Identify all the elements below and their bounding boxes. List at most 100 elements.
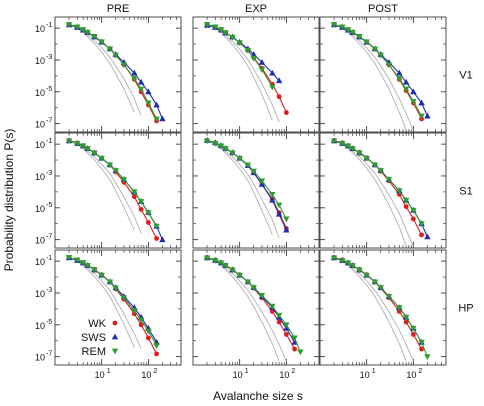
data-point-wk <box>419 232 424 238</box>
data-point-rem <box>212 24 219 31</box>
data-point-rem <box>203 255 211 262</box>
legend-marker-wk <box>112 320 118 326</box>
fit-line-sws <box>206 257 296 343</box>
panel-frame <box>319 249 447 366</box>
data-point-rem <box>98 155 105 162</box>
data-point-rem <box>112 285 119 292</box>
panel: 10-110-310-510-7 <box>35 16 182 133</box>
x-tick-exponent: 2 <box>418 368 422 375</box>
data-point-rem <box>349 146 356 153</box>
data-point-rem <box>344 143 352 150</box>
column-title: POST <box>368 3 398 15</box>
data-point-rem <box>217 260 225 267</box>
panel: 10 1 10 2 <box>192 249 320 380</box>
data-point-rem <box>344 260 352 267</box>
panel <box>319 16 447 133</box>
data-point-rem <box>217 27 225 34</box>
y-tick-label: 10 <box>35 257 45 267</box>
surrogate-curve <box>333 140 407 247</box>
data-point-rem <box>356 150 363 157</box>
data-point-rem <box>65 22 73 28</box>
data-point-rem <box>65 138 73 145</box>
data-point-rem <box>145 100 152 107</box>
data-point-rem <box>356 34 363 40</box>
data-point-wk <box>410 332 416 337</box>
panel-frame <box>54 16 182 133</box>
data-point-rem <box>330 138 338 145</box>
y-axis-label: Probability distribution P(s) <box>2 129 16 272</box>
column-title: PRE <box>107 3 130 15</box>
data-point-wk <box>154 236 159 241</box>
data-point-rem <box>258 293 266 299</box>
surrogate-curve <box>333 24 407 131</box>
data-point-rem <box>79 143 87 150</box>
data-point-rem <box>84 146 91 153</box>
data-point-sws <box>418 99 425 106</box>
legend-label-wk: WK <box>88 318 106 330</box>
data-point-rem <box>217 143 225 150</box>
data-point-rem <box>250 55 257 62</box>
x-tick-exponent: 1 <box>372 368 376 375</box>
panel-frame <box>54 249 182 366</box>
data-point-rem <box>385 294 393 300</box>
data-point-rem <box>203 138 211 145</box>
labels-layer: Avalanche size s Probability distributio… <box>2 3 474 403</box>
y-tick-exponent: -7 <box>46 234 52 241</box>
y-tick-label: 10 <box>35 289 45 299</box>
data-point-rem <box>275 312 283 319</box>
data-point-rem <box>120 62 128 69</box>
data-point-wk <box>292 346 297 352</box>
legend-marker-sws <box>111 333 119 340</box>
data-point-rem <box>236 272 243 279</box>
fit-line-wk <box>206 139 287 229</box>
data-point-rem <box>203 22 211 28</box>
data-point-rem <box>79 260 87 267</box>
data-point-rem <box>145 210 152 217</box>
data-point-rem <box>402 314 410 321</box>
data-point-rem <box>269 303 276 310</box>
y-tick-exponent: -5 <box>46 86 52 93</box>
data-point-rem <box>269 191 276 198</box>
legend: WK SWS REM <box>81 318 119 358</box>
panel-frame <box>319 132 447 249</box>
data-point-rem <box>137 199 145 205</box>
fit-line-wk <box>333 256 423 350</box>
data-point-sws <box>159 236 166 243</box>
y-tick-exponent: -5 <box>46 202 52 209</box>
data-point-rem <box>229 34 236 41</box>
data-point-rem <box>424 354 431 361</box>
data-point-rem <box>377 285 384 291</box>
data-point-rem <box>229 150 236 157</box>
data-point-rem <box>79 27 87 34</box>
y-tick-exponent: -1 <box>46 138 52 145</box>
data-point-rem <box>275 202 283 209</box>
y-tick-label: 10 <box>35 24 45 34</box>
data-point-rem <box>363 155 370 162</box>
surrogate-curve <box>68 24 135 113</box>
data-point-rem <box>244 279 252 286</box>
data-point-wk <box>410 216 416 222</box>
data-point-rem <box>106 46 114 53</box>
surrogate-curve <box>206 140 273 235</box>
y-tick-exponent: -1 <box>46 255 52 262</box>
x-tick-exponent: 1 <box>245 368 249 375</box>
data-point-rem <box>330 255 338 262</box>
data-point-rem <box>65 255 73 261</box>
data-point-rem <box>297 349 304 356</box>
data-point-rem <box>396 188 403 195</box>
data-point-rem <box>363 272 370 279</box>
y-tick-label: 10 <box>35 204 45 214</box>
data-point-rem <box>131 75 138 82</box>
panel-frame <box>192 16 320 133</box>
data-point-rem <box>74 257 81 264</box>
y-tick-label: 10 <box>35 120 45 130</box>
data-point-sws <box>153 101 160 108</box>
data-point-rem <box>402 197 410 204</box>
data-point-rem <box>212 141 219 147</box>
data-point-rem <box>229 267 236 274</box>
fit-line-wk <box>68 23 158 122</box>
y-tick-exponent: -3 <box>46 170 52 177</box>
data-point-rem <box>258 67 266 73</box>
data-point-sws <box>269 69 276 76</box>
